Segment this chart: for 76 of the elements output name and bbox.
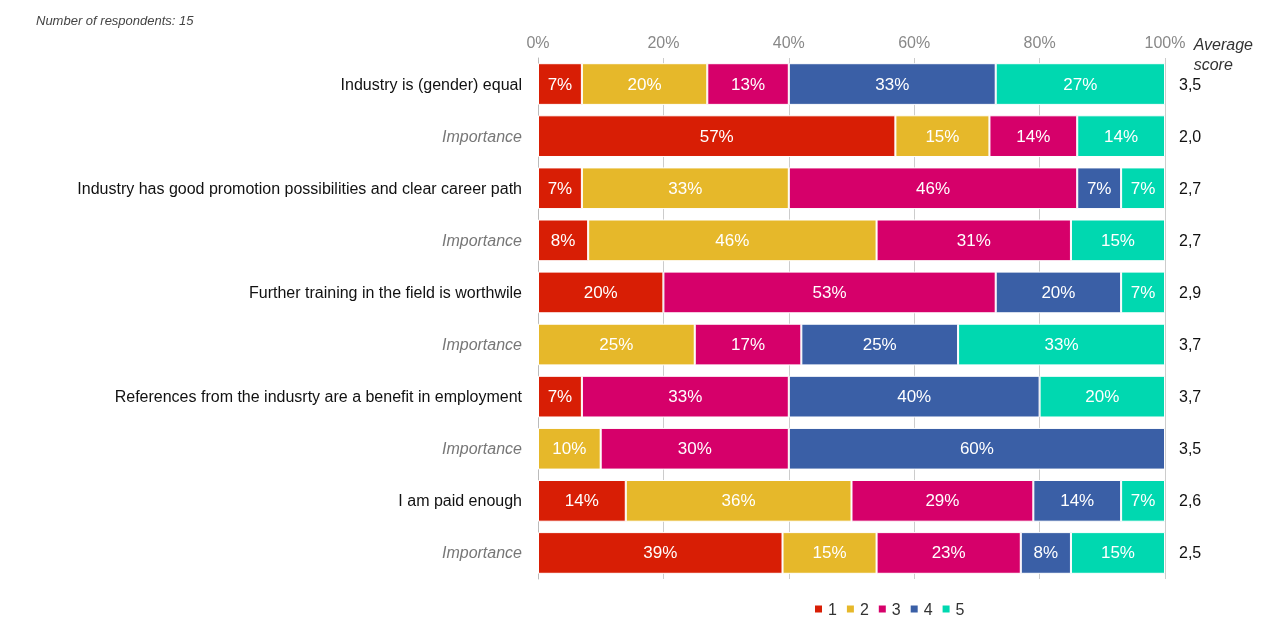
y-tick-label: Importance [441,544,523,562]
text: 3,5 [1179,75,1202,93]
data-label: 7% [547,178,573,198]
data-label: 33% [668,387,703,407]
legend-label: 5 [955,600,965,618]
legend-label: 2 [859,600,869,618]
data-label: 33% [668,178,703,198]
x-tick-label: 0% [526,33,550,51]
data-label: 46% [915,178,951,198]
text: 2,7 [1179,179,1202,197]
data-label: 15% [1100,543,1135,563]
y-tick-label: Importance [441,231,523,249]
x-tick-label: 40% [772,33,805,51]
data-label: 30% [677,439,712,459]
x-tick-label: 20% [647,33,680,51]
text: 3,7 [1179,336,1202,354]
data-label: 29% [925,491,960,511]
data-label: 8% [1033,543,1059,563]
data-label: 46% [715,230,750,250]
data-label: 7% [1130,178,1156,198]
data-label: 40% [897,387,932,407]
data-label: 7% [547,387,573,407]
data-label: 14% [564,491,599,511]
data-label: 15% [925,126,960,146]
data-label: 27% [1063,74,1098,94]
text: Average score [1192,35,1254,73]
y-tick-label: References from the indusrty are a benefit in employment [114,388,523,406]
y-tick-label: Importance [441,440,523,458]
data-label: 15% [812,543,847,563]
data-label: 60% [959,439,994,459]
text: 3,7 [1179,388,1202,406]
data-label: 7% [1086,178,1112,198]
data-label: 7% [547,74,573,94]
data-label: 25% [862,335,897,355]
data-label: 15% [1100,230,1135,250]
data-label: 23% [931,543,966,563]
data-label: 20% [1041,282,1076,302]
data-label: 57% [699,126,734,146]
y-tick-label: I am paid enough [398,492,522,510]
text: 2,0 [1179,127,1202,145]
data-label: 8% [550,230,576,250]
text: 2,9 [1179,283,1202,301]
y-tick-label: Importance [441,127,523,145]
data-label: 14% [1104,126,1139,146]
data-label: 17% [731,335,766,355]
data-label: 20% [1085,387,1120,407]
data-label: 33% [875,74,910,94]
legend-label: 1 [828,600,837,618]
legend-label: 4 [923,600,933,618]
x-tick-label: 100% [1144,33,1186,51]
data-label: 14% [1016,126,1051,146]
y-tick-label: Industry has good promotion possibilities and clear career path [77,179,522,197]
data-label: 25% [599,335,634,355]
data-label: 39% [643,543,678,563]
legend-label: 3 [891,600,901,618]
data-label: 20% [583,282,618,302]
x-tick-label: 60% [898,33,931,51]
data-label: 20% [627,74,662,94]
data-label: 7% [1130,491,1156,511]
data-label: 13% [731,74,766,94]
data-label: 14% [1060,491,1095,511]
text: 3,5 [1179,440,1202,458]
data-label: 31% [956,230,991,250]
y-tick-label: Further training in the field is worthwile [248,283,523,301]
x-tick-label: 80% [1023,33,1056,51]
data-label: 10% [552,439,587,459]
text: 2,5 [1179,544,1202,562]
data-label: 7% [1130,282,1156,302]
text: 2,7 [1179,231,1202,249]
text: Number of respondents: 15 [36,13,195,28]
data-label: 36% [721,491,756,511]
data-label: 33% [1044,335,1079,355]
text: 2,6 [1179,492,1202,510]
y-tick-label: Importance [441,336,523,354]
data-label: 53% [812,282,847,302]
y-tick-label: Industry is (gender) equal [340,75,522,93]
